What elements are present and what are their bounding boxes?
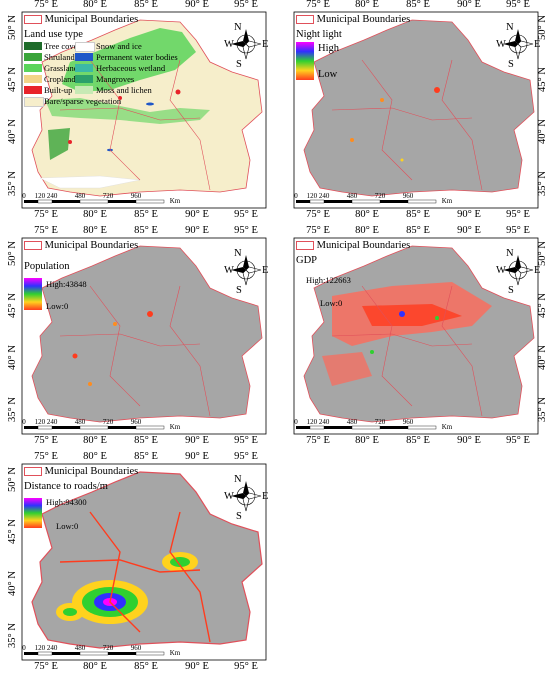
legend-title: Land use type: [24, 30, 83, 41]
legend-item-grass: Grassland: [44, 64, 78, 73]
legend-title: Distance to roads/m: [24, 482, 108, 493]
lon-tick: 80° E: [83, 210, 107, 221]
boundary-label: Municipal Boundaries: [45, 14, 139, 25]
lat-tick: 50° N: [8, 15, 19, 40]
legend-item-bare: Bare/sparse vegetation: [44, 97, 121, 106]
lon-tick: 75° E: [34, 210, 58, 221]
lon-tick: 75° E: [34, 0, 58, 11]
legend-item-crop: Cropland: [44, 75, 76, 84]
lon-tick: 80° E: [83, 0, 107, 11]
population-panel: Municipal Boundaries Population High:438…: [0, 226, 272, 448]
night-light-panel: Municipal Boundaries Night light High Lo…: [272, 0, 544, 222]
lon-tick: 85° E: [134, 0, 158, 11]
compass-rose-icon: [231, 29, 261, 59]
lon-tick: 85° E: [134, 210, 158, 221]
scale-bar: [24, 200, 164, 203]
legend-title: Night light: [296, 30, 342, 41]
population-map: [0, 226, 272, 448]
lon-tick: 90° E: [185, 0, 209, 11]
boundary-legend: Municipal Boundaries: [24, 15, 138, 26]
distance-roads-panel: Municipal Boundaries Distance to roads/m…: [0, 452, 272, 674]
gdp-panel: Municipal Boundaries GDP High:122663 Low…: [272, 226, 544, 448]
compass-n: N: [234, 23, 242, 34]
lon-tick: 95° E: [234, 0, 258, 11]
lat-tick: 35° N: [8, 171, 19, 196]
legend-title: Population: [24, 262, 70, 273]
lat-tick: 45° N: [8, 67, 19, 92]
lon-tick: 95° E: [234, 210, 258, 221]
lat-tick: 40° N: [8, 119, 19, 144]
legend-item-built: Built-up: [44, 86, 72, 95]
legend-item-water: Permanent water bodies: [96, 53, 178, 62]
compass-e: E: [262, 40, 268, 51]
compass-s: S: [236, 60, 242, 71]
legend-title: GDP: [296, 256, 317, 267]
compass-w: W: [224, 40, 234, 51]
lon-tick: 90° E: [185, 210, 209, 221]
legend-item-shrub: Shruland: [44, 53, 75, 62]
legend-item-snow: Snow and ice: [96, 42, 142, 51]
legend-item-wetland: Herbaceous wetland: [96, 64, 165, 73]
land-use-panel: Municipal Boundaries Land use type Tree …: [0, 0, 272, 222]
legend-item-mangroves: Mangroves: [96, 75, 134, 84]
legend-item-moss: Moss and lichen: [96, 86, 152, 95]
